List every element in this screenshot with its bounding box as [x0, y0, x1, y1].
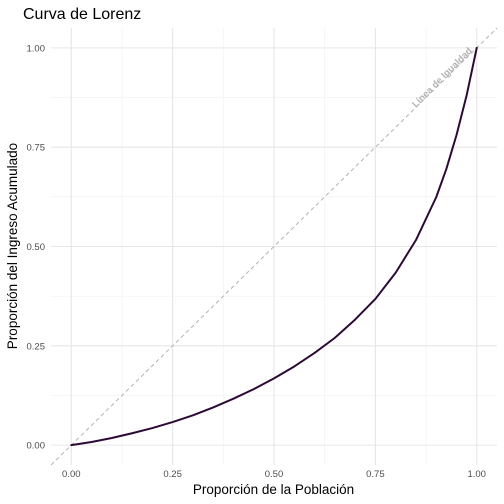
y-tick-label: 0.00	[27, 441, 46, 452]
x-tick-label: 0.00	[62, 469, 81, 480]
y-axis-title: Proporción del Ingreso Acumulado	[5, 143, 20, 349]
x-tick-label: 0.50	[265, 469, 284, 480]
plot-grid	[51, 28, 497, 465]
plot-lines	[50, 27, 498, 466]
x-axis-title: Proporción de la Población	[193, 482, 354, 497]
x-tick-label: 1.00	[467, 469, 486, 480]
y-tick-label: 0.50	[27, 242, 46, 253]
x-axis-ticks: 0.00 0.25 0.50 0.75 1.00	[62, 469, 486, 480]
y-tick-label: 0.25	[27, 341, 46, 352]
x-tick-label: 0.75	[366, 469, 385, 480]
lorenz-curve-line	[70, 46, 478, 447]
y-tick-label: 1.00	[27, 43, 46, 54]
y-axis-ticks: 0.00 0.25 0.50 0.75 1.00	[27, 43, 46, 451]
y-tick-label: 0.75	[27, 143, 46, 154]
x-tick-label: 0.25	[163, 469, 182, 480]
chart-title: Curva de Lorenz	[23, 6, 141, 23]
equality-line	[50, 27, 498, 466]
